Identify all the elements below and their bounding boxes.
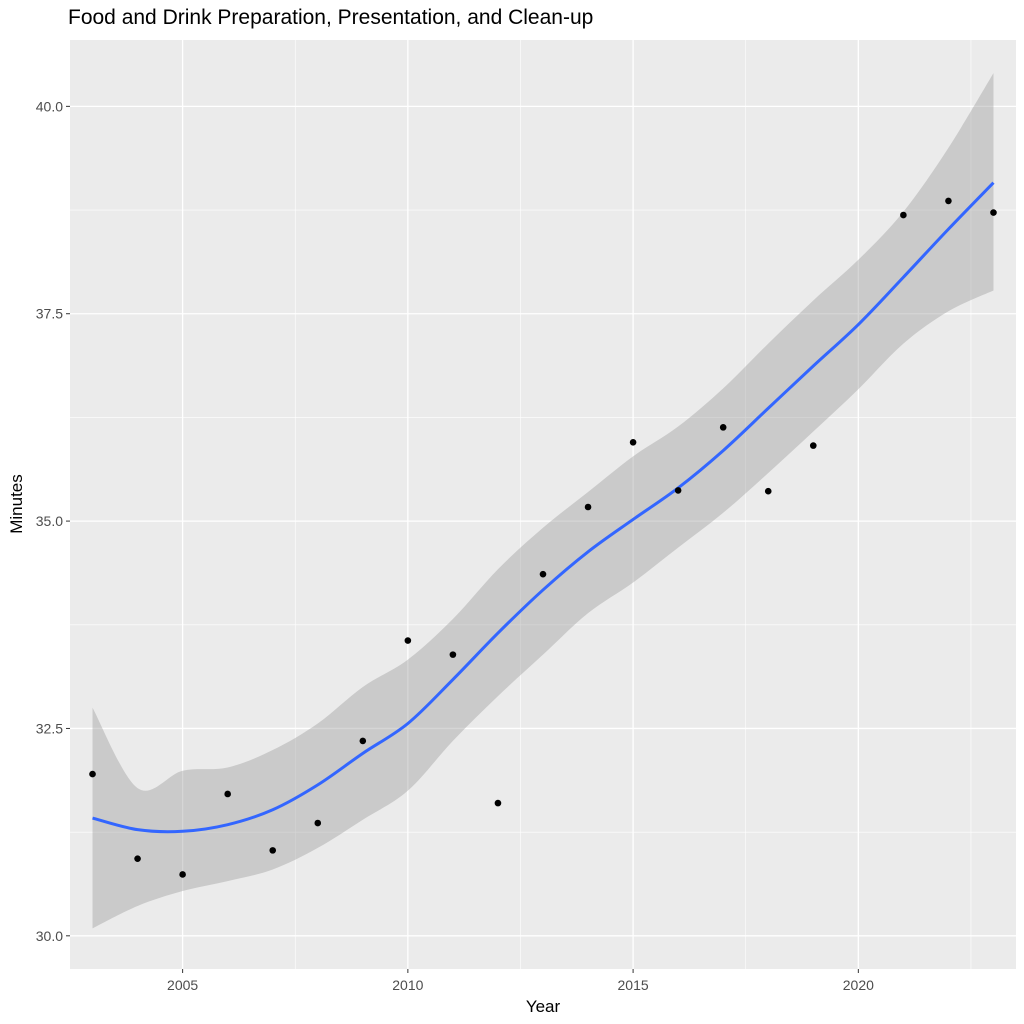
data-point (404, 637, 412, 644)
data-point (674, 487, 682, 494)
y-tick-label: 30.0 (36, 928, 63, 944)
data-point (269, 847, 277, 854)
confidence-band (92, 73, 994, 929)
y-tick-label: 35.0 (36, 513, 63, 529)
data-point (629, 438, 637, 446)
x-tick-label: 2010 (392, 977, 423, 993)
x-tick-label: 2020 (843, 977, 874, 993)
x-axis: 2005 2010 2015 2020 (167, 969, 874, 993)
data-point (449, 651, 457, 658)
chart-title: Food and Drink Preparation, Presentation… (68, 6, 593, 29)
data-point (224, 790, 231, 798)
data-point (314, 819, 322, 827)
y-tick-label: 37.5 (36, 306, 63, 322)
y-axis-title: Minutes (7, 474, 26, 534)
data-point (134, 855, 141, 862)
data-point (900, 211, 907, 219)
y-tick-label: 40.0 (36, 98, 63, 114)
smooth-trend-line (92, 181, 995, 834)
data-point (945, 197, 952, 205)
data-point (584, 503, 592, 511)
data-point (990, 209, 997, 216)
data-point (179, 871, 186, 878)
data-point (719, 424, 727, 431)
y-axis: 30.0 32.5 35.0 37.5 40.0 (36, 98, 70, 944)
x-tick-label: 2015 (618, 977, 649, 993)
x-axis-title: Year (526, 997, 561, 1016)
data-point (764, 487, 772, 495)
data-point (359, 737, 367, 745)
data-point (89, 770, 96, 778)
major-gridlines (70, 40, 1016, 969)
y-tick-label: 32.5 (36, 720, 63, 736)
x-tick-label: 2005 (167, 977, 198, 993)
data-points (89, 197, 997, 878)
data-point (809, 442, 817, 449)
data-point (539, 570, 547, 578)
data-point (494, 799, 502, 807)
